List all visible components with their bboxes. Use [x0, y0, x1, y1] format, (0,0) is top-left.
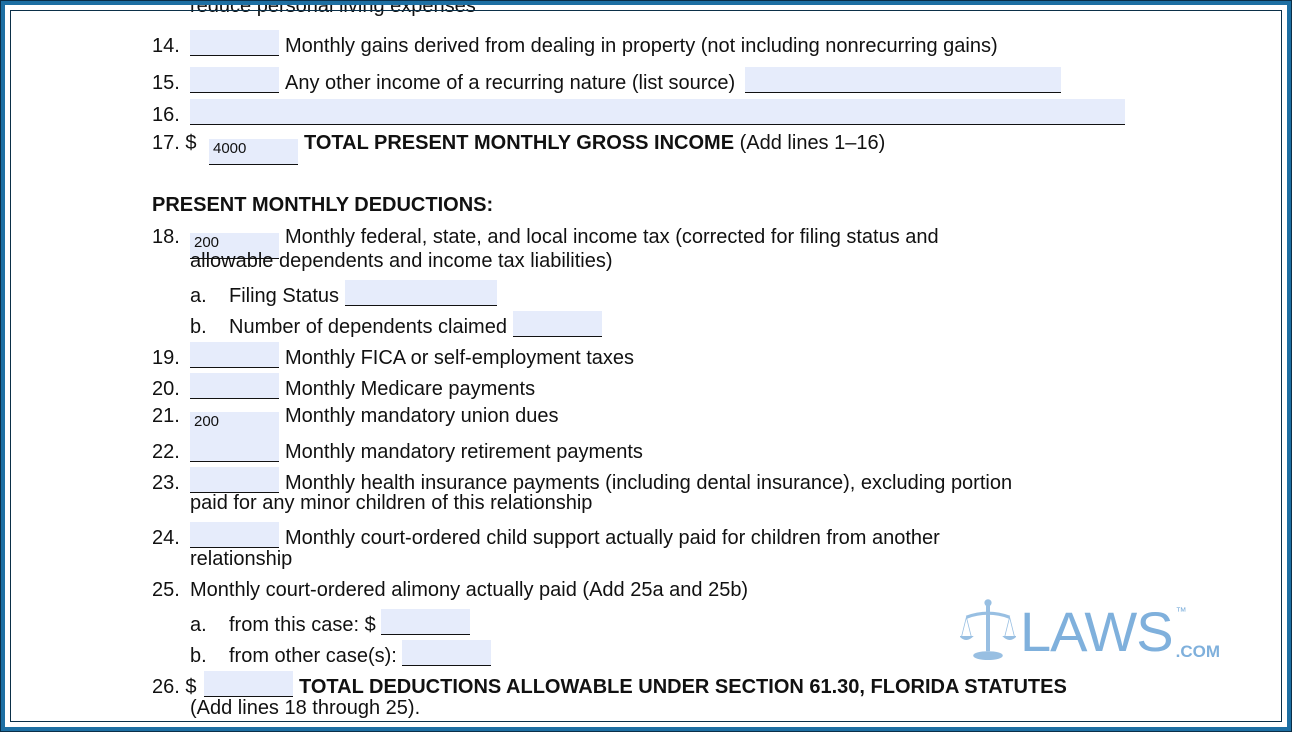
laws-com-logo: LAWS ™ .COM [960, 598, 1220, 662]
line-18-field[interactable]: 200 [190, 233, 279, 259]
line-16-field[interactable] [190, 99, 1125, 125]
line-26: 26. $ TOTAL DEDUCTIONS ALLOWABLE UNDER SE… [152, 671, 1067, 699]
line-15: 15. Any other income of a recurring natur… [152, 67, 1067, 95]
line-23: 23. Monthly health insurance payments (in… [152, 467, 1012, 495]
line-19-field[interactable] [190, 342, 279, 368]
line-19: 19. Monthly FICA or self-employment taxes [152, 342, 634, 370]
scales-of-justice-icon [960, 599, 1016, 660]
line-25a: a. from this case: $ [190, 609, 476, 637]
logo-trademark: ™ [1175, 606, 1187, 618]
line-14: 14. Monthly gains derived from dealing in… [152, 30, 998, 58]
line-18a: a. Filing Status [190, 280, 503, 308]
line-26-field[interactable] [204, 671, 293, 697]
filing-status-field[interactable] [344, 280, 497, 306]
line-24: 24. Monthly court-ordered child support a… [152, 522, 940, 550]
line-24-cont: relationship [190, 548, 293, 570]
line-15-field[interactable] [190, 67, 279, 93]
deductions-heading: PRESENT MONTHLY DEDUCTIONS: [152, 194, 494, 216]
line-21: 21. 200 Monthly mandatory union dues [152, 404, 559, 438]
logo-wordmark: LAWS [1020, 600, 1174, 663]
line-23-cont: paid for any minor children of this rela… [190, 492, 593, 514]
line-18b: b. Number of dependents claimed [190, 311, 608, 339]
line-26-cont: (Add lines 18 through 25). [190, 697, 421, 719]
logo-com: .COM [1175, 642, 1221, 661]
line-17: 17. $4000 TOTAL PRESENT MONTHLY GROSS INC… [152, 131, 885, 165]
line-17-field[interactable]: 4000 [209, 139, 298, 165]
line-20-field[interactable] [190, 373, 279, 399]
line-22: 22. Monthly mandatory retirement payments [152, 436, 643, 464]
line-16: 16. [152, 99, 1131, 127]
line-25: 25. Monthly court-ordered alimony actuall… [152, 579, 749, 601]
line-25b: b. from other case(s): [190, 640, 497, 668]
line-20: 20. Monthly Medicare payments [152, 373, 535, 401]
line-21-field[interactable]: 200 [190, 412, 279, 438]
alimony-this-case-field[interactable] [381, 609, 471, 635]
line-13-tail: reduce personal living expenses [190, 0, 476, 17]
line-18: 18. 200 Monthly federal, state, and local … [152, 225, 939, 259]
line-23-field[interactable] [190, 467, 279, 493]
alimony-other-case-field[interactable] [402, 640, 492, 666]
line-18-cont: allowable dependents and income tax liab… [190, 250, 613, 272]
line-22-field[interactable] [190, 436, 279, 462]
dependents-field[interactable] [512, 311, 602, 337]
logo-suffix: ™ .COM [1176, 606, 1220, 662]
line-15-source-field[interactable] [744, 67, 1061, 93]
line-24-field[interactable] [190, 522, 279, 548]
line-14-field[interactable] [190, 30, 279, 56]
